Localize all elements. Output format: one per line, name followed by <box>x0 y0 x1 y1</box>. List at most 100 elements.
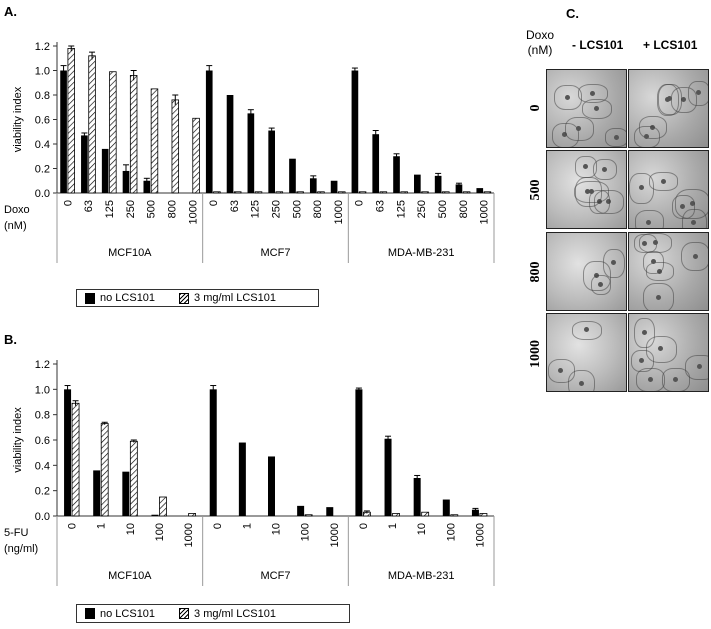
x-tick-label: 10 <box>125 523 137 535</box>
cell-nucleus <box>565 94 571 100</box>
bar-MCF10A-63-hatch <box>88 55 96 194</box>
cell-nucleus <box>585 189 591 195</box>
micrograph-800-plus-lcs101 <box>628 232 709 311</box>
cell-nucleus <box>692 253 698 259</box>
y-tick-label: 1.0 <box>35 384 50 396</box>
x-axis-unit: (ng/ml) <box>4 543 38 555</box>
y-tick-label: 1.2 <box>35 41 50 53</box>
bar-MCF7-1000-hatch <box>338 191 346 194</box>
x-tick-label: 10 <box>271 523 283 535</box>
bar-MDA-MB-231-1000-hatch <box>483 191 492 194</box>
x-tick-label: 1000 <box>474 523 486 547</box>
x-tick-label: 500 <box>291 200 303 218</box>
panel-label-c: C. <box>566 6 579 21</box>
micrograph-0-minus-lcs101 <box>546 69 627 148</box>
x-tick-label: 800 <box>312 200 324 218</box>
bar-MCF7-10-solid <box>268 456 275 516</box>
bar-MCF10A-1-hatch <box>100 423 109 517</box>
bar-MCF7-800-hatch <box>317 191 325 194</box>
y-tick-label: 0.2 <box>35 164 50 176</box>
cell-outline <box>572 320 602 340</box>
cell-outline <box>634 318 656 349</box>
y-tick-label: 1.0 <box>35 66 50 78</box>
x-tick-label: 0 <box>354 200 366 206</box>
cell-nucleus <box>588 189 594 195</box>
cell-outline <box>643 282 674 310</box>
bar-MDA-MB-231-100-solid <box>442 499 450 516</box>
bar-MDA-MB-231-63-solid <box>372 134 380 193</box>
bar-MCF10A-0-solid <box>60 70 67 193</box>
x-tick-label: 63 <box>375 200 387 212</box>
bar-MCF10A-100-solid <box>151 514 159 516</box>
bar-MDA-MB-231-800-solid <box>455 184 463 193</box>
bar-MCF10A-0-solid <box>64 389 72 516</box>
cell-nucleus <box>672 377 678 382</box>
x-tick-label: 0 <box>358 523 370 529</box>
micrograph-1000-plus-lcs101 <box>628 313 709 392</box>
cell-outline <box>671 195 695 219</box>
cell-nucleus <box>610 260 616 266</box>
bar-MCF7-800-solid <box>309 178 317 193</box>
bar-MDA-MB-231-10-solid <box>413 478 421 516</box>
legend-b: no LCS101 3 mg/ml LCS101 <box>76 604 350 623</box>
x-tick-label: 250 <box>125 200 137 218</box>
row-label-0: 0 <box>528 104 543 112</box>
bar-MCF10A-250-hatch <box>129 75 138 194</box>
bar-MCF10A-100-hatch <box>159 496 167 517</box>
bar-MCF10A-0-hatch <box>67 48 75 194</box>
cell-nucleus <box>655 294 661 300</box>
group-label: MDA-MB-231 <box>388 247 455 259</box>
cell-nucleus <box>576 125 582 131</box>
panel-label-a: A. <box>4 4 17 19</box>
cell-outline <box>564 116 595 141</box>
cell-nucleus <box>696 90 702 96</box>
micrograph-header: Doxo (nM) - LCS101 + LCS101 <box>520 28 710 68</box>
cell-nucleus <box>594 106 600 112</box>
cell-nucleus <box>658 346 664 352</box>
group-label: MCF7 <box>261 570 291 582</box>
bar-MDA-MB-231-250-solid <box>414 174 421 193</box>
chart-b: 0.0 0.2 0.4 0.6 0.8 1.0 1.2 viability index 5-FU… <box>4 359 495 586</box>
x-tick-label: 63 <box>83 200 95 212</box>
x-tick-label: 100 <box>300 523 312 541</box>
x-axis-unit: (nM) <box>4 220 27 232</box>
y-tick-label: 0.0 <box>35 188 50 200</box>
bar-MCF7-100-solid <box>297 505 305 516</box>
bar-MCF10A-125-hatch <box>109 71 117 194</box>
bar-MDA-MB-231-250-hatch <box>421 191 429 194</box>
x-tick-label: 125 <box>104 200 116 218</box>
cell-nucleus <box>681 96 686 102</box>
legend-label-no-lcs101: no LCS101 <box>100 292 156 304</box>
bar-MCF10A-0-hatch <box>71 402 80 517</box>
bar-MDA-MB-231-100-hatch <box>450 514 459 517</box>
bar-MDA-MB-231-1000-solid <box>476 188 484 193</box>
y-tick-label: 0.6 <box>35 115 50 127</box>
column-label-minus-lcs101: - LCS101 <box>572 38 624 52</box>
cell-outline <box>602 248 625 278</box>
y-tick-label: 0.6 <box>35 435 50 447</box>
bar-MCF7-0-hatch <box>213 191 221 194</box>
cell-nucleus <box>638 185 644 191</box>
legend-swatch-hatch <box>179 292 190 304</box>
x-tick-label: 125 <box>395 200 407 218</box>
x-tick-label: 1 <box>387 523 399 529</box>
cell-nucleus <box>602 166 608 172</box>
cell-outline <box>643 250 665 274</box>
micrograph-doxo-label: Doxo (nM) <box>520 28 560 58</box>
group-label: MCF10A <box>108 570 152 582</box>
cell-outline <box>633 125 660 147</box>
bar-MCF7-1-solid <box>238 442 246 516</box>
x-tick-label: 500 <box>437 200 449 218</box>
cell-outline <box>581 99 613 120</box>
y-tick-label: 1.2 <box>35 359 50 371</box>
cell-nucleus <box>652 240 658 245</box>
bar-MCF7-1000-solid <box>326 507 334 516</box>
bar-MDA-MB-231-0-hatch <box>358 191 367 194</box>
bar-MCF10A-10-hatch <box>129 440 138 517</box>
group-label: MCF10A <box>108 247 152 259</box>
row-label-1000: 1000 <box>528 340 543 368</box>
bar-MDA-MB-231-1-hatch <box>392 513 400 517</box>
cell-nucleus <box>647 376 653 382</box>
chart-a: 0.0 0.2 0.4 0.6 0.8 1.0 1.2 viability index Doxo… <box>4 41 495 263</box>
bar-MCF10A-1-solid <box>93 470 101 516</box>
